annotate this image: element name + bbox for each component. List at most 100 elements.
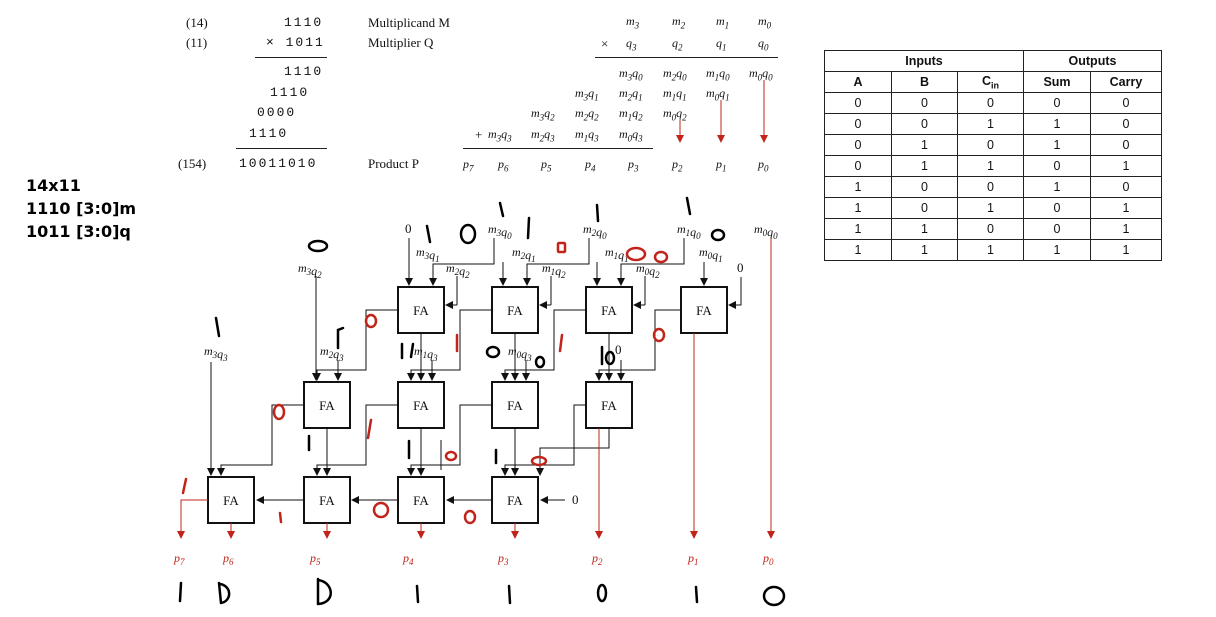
calc-label-11: (11) [186, 35, 208, 50]
sym-p0: p0 [758, 157, 769, 174]
in-m3q0: m3q0 [488, 222, 512, 241]
fa-label: FA [507, 303, 523, 318]
calc-product-binary: 10011010 [239, 156, 318, 171]
out-p7: p7 [173, 551, 185, 567]
fa-r1-c1 [397, 286, 445, 334]
note-m-value: 1110 [3:0]m [26, 199, 137, 218]
sym-pp2-m3q2: m3q2 [531, 106, 555, 123]
sym-p3: p3 [628, 157, 639, 174]
product-label: Product P [368, 156, 419, 171]
sym-pp1-m2q1: m2q1 [619, 86, 643, 103]
fa-label: FA [413, 493, 429, 508]
in-m0q3: m0q3 [508, 344, 532, 363]
sym-pp0-m2q0: m2q0 [663, 66, 687, 83]
handwritten-red-marks [181, 241, 669, 525]
sym-pp2-m2q2: m2q2 [575, 106, 599, 123]
sym-plus: + [475, 127, 483, 142]
sym-pp3-m2q3: m2q3 [531, 127, 555, 144]
sym-p2: p2 [672, 157, 683, 174]
sym-p1: p1 [716, 157, 727, 174]
sym-pp3-m1q3: m1q3 [575, 127, 599, 144]
fa-r3-c1 [207, 476, 255, 524]
zero-input: 0 [737, 260, 744, 275]
in-m1q3: m1q3 [414, 344, 438, 363]
zero-input: 0 [615, 342, 622, 357]
fa-r3-c2 [303, 476, 351, 524]
in-m1q1: m1q1 [605, 245, 629, 264]
fa-label: FA [413, 303, 429, 318]
out-p5: p5 [309, 551, 321, 567]
fa-label: FA [319, 398, 335, 413]
in-m0q1: m0q1 [699, 245, 723, 264]
sym-p7: p7 [463, 157, 474, 174]
calc-label-154: (154) [178, 156, 207, 171]
multiplicand-label: Multiplicand M [368, 15, 450, 30]
sym-p4: p4 [585, 157, 596, 174]
col-sum: Sum [1023, 71, 1091, 93]
sym-pp3-m3q3: m3q3 [488, 127, 512, 144]
sym-q2: q2 [672, 36, 683, 53]
sym-pp0-m3q0: m3q0 [619, 66, 643, 83]
fa-label: FA [223, 493, 239, 508]
handwritten-black-marks [178, 196, 786, 607]
sym-pp0-m0q0: m0q0 [749, 66, 773, 83]
in-m3q3: m3q3 [204, 344, 228, 363]
calc-pp3-binary: 1110 [249, 126, 289, 141]
multiplier-label: Multiplier Q [368, 35, 434, 50]
sym-times: × [601, 36, 609, 51]
in-m3q2: m3q2 [298, 261, 322, 280]
sym-pp2-m0q2: m0q2 [663, 106, 687, 123]
sym-p5: p5 [541, 157, 552, 174]
fa-label: FA [507, 493, 523, 508]
sym-pp0-m1q0: m1q0 [706, 66, 730, 83]
note-operation: 14x11 [26, 176, 81, 195]
sym-m0: m0 [758, 14, 772, 31]
calc-pp2-binary: 0000 [257, 105, 297, 120]
fa-r3-c4 [491, 476, 539, 524]
sym-pp1-m3q1: m3q1 [575, 86, 599, 103]
in-m3q1: m3q1 [416, 245, 440, 264]
in-m2q1: m2q1 [512, 245, 536, 264]
out-p3: p3 [497, 551, 509, 567]
fa-r1-c2 [491, 286, 539, 334]
note-q-value: 1011 [3:0]q [26, 222, 131, 241]
cell: 1 [1090, 239, 1162, 261]
fa-r2-c1 [303, 381, 351, 429]
notes: 14x11 1110 [3:0]m 1011 [3:0]q [26, 174, 136, 243]
calc-multiplicand-binary: 1110 [284, 15, 324, 30]
col-carry: Carry [1090, 71, 1162, 93]
in-m2q0: m2q0 [583, 222, 607, 241]
cell: 1 [891, 239, 958, 261]
sym-q0: q0 [758, 36, 769, 53]
out-p0: p0 [762, 551, 774, 567]
out-p6: p6 [222, 551, 234, 567]
symbolic-down-arrows [676, 80, 768, 143]
fa-label: FA [696, 303, 712, 318]
fa-label: FA [601, 398, 617, 413]
sym-m1: m1 [716, 14, 730, 31]
sym-pp2-m1q2: m1q2 [619, 106, 643, 123]
in-m0q0: m0q0 [754, 222, 778, 241]
fa-label: FA [507, 398, 523, 413]
calc-multiplier-binary: × 1011 [266, 35, 325, 50]
fa-label: FA [413, 398, 429, 413]
sym-m2: m2 [672, 14, 686, 31]
sym-pp1-m1q1: m1q1 [663, 86, 687, 103]
calc-pp0-binary: 1110 [284, 64, 324, 79]
sym-p6: p6 [498, 157, 509, 174]
out-p2: p2 [591, 551, 603, 567]
sym-q1: q1 [716, 36, 727, 53]
zero-input: 0 [405, 221, 412, 236]
fa-r2-c4 [585, 381, 633, 429]
in-m1q0: m1q0 [677, 222, 701, 241]
out-p1: p1 [687, 551, 699, 567]
fa-label: FA [319, 493, 335, 508]
sym-pp3-m0q3: m0q3 [619, 127, 643, 144]
calc-pp1-binary: 1110 [270, 85, 310, 100]
